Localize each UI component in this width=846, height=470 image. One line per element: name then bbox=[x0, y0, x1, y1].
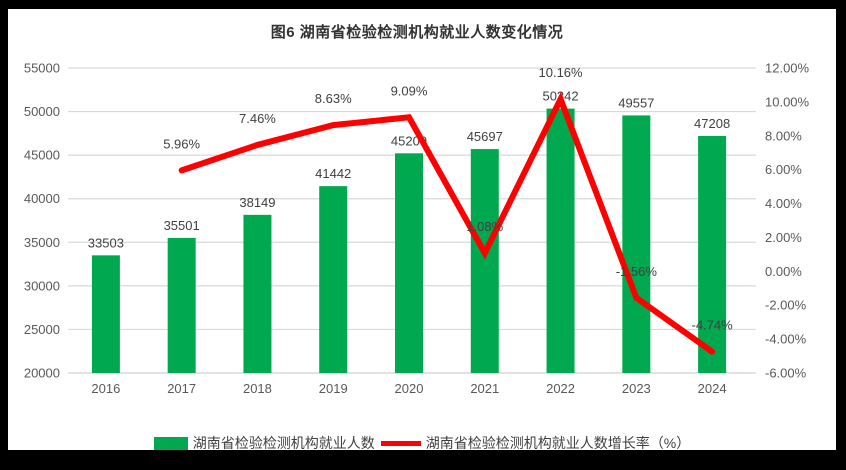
rate-value-label: 8.63% bbox=[315, 91, 352, 106]
rate-value-label: 9.09% bbox=[391, 83, 428, 98]
right-axis-tick-label: 12.00% bbox=[765, 61, 810, 76]
rate-value-label: -4.74% bbox=[692, 318, 734, 333]
legend: 湖南省检验检测机构就业人数 湖南省检验检测机构就业人数增长率（%） bbox=[8, 433, 836, 453]
bar-value-label: 33503 bbox=[88, 235, 124, 250]
right-axis-tick-label: 4.00% bbox=[765, 196, 802, 211]
left-axis-tick-label: 50000 bbox=[24, 104, 60, 119]
rate-value-label: 7.46% bbox=[239, 111, 276, 126]
rate-value-label: 10.16% bbox=[539, 65, 584, 80]
right-axis-tick-label: 6.00% bbox=[765, 162, 802, 177]
legend-label-employees: 湖南省检验检测机构就业人数 bbox=[192, 435, 375, 451]
x-axis-tick-label: 2017 bbox=[167, 381, 196, 396]
line-series-swatch-icon bbox=[380, 440, 421, 446]
x-axis-tick-label: 2016 bbox=[91, 381, 120, 396]
rate-value-label: 1.08% bbox=[466, 219, 503, 234]
rate-value-label: 5.96% bbox=[163, 136, 200, 151]
right-axis-tick-label: 0.00% bbox=[765, 264, 802, 279]
employment-bar bbox=[91, 255, 120, 373]
x-axis-tick-label: 2019 bbox=[319, 381, 348, 396]
rate-value-label: -1.56% bbox=[616, 264, 658, 279]
employment-bar bbox=[546, 108, 575, 374]
right-axis-tick-label: -4.00% bbox=[765, 332, 807, 347]
chart-panel: 图6 湖南省检验检测机构就业人数变化情况 55000 50000 45000 4000… bbox=[8, 9, 836, 453]
growth-rate-line bbox=[178, 91, 716, 355]
employment-bar bbox=[167, 237, 196, 373]
x-axis-tick-label: 2022 bbox=[546, 381, 575, 396]
employment-bar bbox=[395, 153, 423, 373]
left-axis-tick-label: 35000 bbox=[24, 235, 60, 250]
employment-bar bbox=[319, 186, 348, 373]
left-axis-tick-label: 40000 bbox=[24, 191, 60, 206]
bar-value-label: 49557 bbox=[618, 95, 654, 110]
x-axis-tick-label: 2020 bbox=[395, 381, 424, 396]
right-axis-tick-label: 2.00% bbox=[765, 230, 802, 245]
left-axis-tick-label: 30000 bbox=[24, 278, 60, 293]
x-axis-tick-label: 2021 bbox=[470, 381, 499, 396]
employment-bar bbox=[470, 149, 499, 373]
bar-value-label: 47208 bbox=[694, 116, 730, 131]
left-axis-tick-label: 45000 bbox=[24, 148, 60, 163]
right-axis-tick-label: -6.00% bbox=[765, 366, 807, 381]
legend-label-growth-rate: 湖南省检验检测机构就业人数增长率（%） bbox=[425, 435, 691, 451]
combo-chart: 55000 50000 45000 40000 35000 30000 25000 20000… bbox=[24, 61, 810, 397]
x-axis-tick-label: 2024 bbox=[698, 381, 727, 396]
legend-item-employees: 湖南省检验检测机构就业人数 bbox=[153, 433, 375, 453]
left-axis-tick-label: 25000 bbox=[24, 322, 60, 337]
employment-bar bbox=[243, 214, 272, 373]
right-axis-tick-label: 8.00% bbox=[765, 128, 802, 143]
bar-value-label: 41442 bbox=[315, 166, 351, 181]
employment-bar bbox=[698, 135, 727, 373]
chart-title: 图6 湖南省检验检测机构就业人数变化情况 bbox=[270, 24, 564, 41]
bar-value-label: 38149 bbox=[239, 195, 275, 210]
legend-item-growth-rate: 湖南省检验检测机构就业人数增长率（%） bbox=[380, 433, 691, 453]
right-axis-tick-label: 10.00% bbox=[765, 94, 810, 109]
right-axis-tick-label: -2.00% bbox=[765, 298, 807, 313]
x-axis-tick-label: 2018 bbox=[243, 381, 272, 396]
employment-bar bbox=[622, 115, 651, 373]
bar-value-label: 45697 bbox=[467, 129, 503, 144]
bar-value-label: 35501 bbox=[164, 218, 200, 233]
x-axis-tick-label: 2023 bbox=[622, 381, 651, 396]
bar-series-swatch-icon bbox=[153, 436, 188, 450]
left-axis-tick-label: 55000 bbox=[24, 61, 60, 76]
left-axis-tick-label: 20000 bbox=[24, 366, 60, 381]
